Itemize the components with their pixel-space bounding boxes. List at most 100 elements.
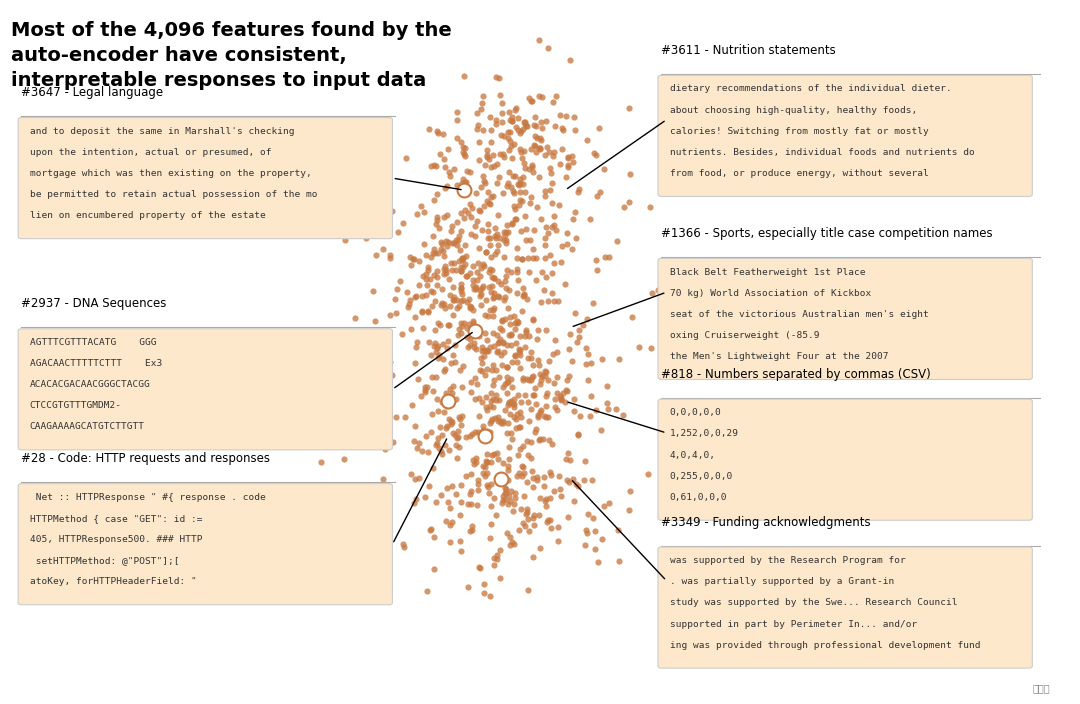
Point [484,280,501,291]
Point [507,203,524,215]
Point [436,161,454,172]
Point [500,284,517,296]
Point [524,161,541,172]
Point [476,310,494,321]
Point [459,341,476,353]
Point [522,403,539,414]
Point [484,364,501,375]
Point [495,495,512,506]
Point [447,394,464,405]
Point [441,444,458,455]
Point [417,384,434,396]
Point [471,364,488,375]
Point [423,300,441,311]
Text: calories! Switching from mostly fat or mostly: calories! Switching from mostly fat or m… [670,127,929,136]
Point [460,498,477,510]
Point [514,282,531,294]
Text: and to deposit the same in Marshall's checking: and to deposit the same in Marshall's ch… [30,127,295,136]
Point [357,233,375,244]
Point [454,382,471,393]
Point [505,187,523,199]
Point [515,372,532,384]
Point [527,424,544,435]
Point [407,291,424,302]
Text: seat of the victorious Australian men's eight: seat of the victorious Australian men's … [670,310,929,319]
Point [444,388,461,399]
Point [524,513,541,524]
Text: 1,252,0,0,29: 1,252,0,0,29 [670,429,739,439]
Point [465,337,483,348]
Point [486,413,503,424]
Point [475,201,492,212]
Point [501,144,518,156]
Point [503,111,521,122]
Point [489,291,507,302]
Point [558,239,576,250]
Point [478,334,496,346]
Point [513,306,530,317]
Point [580,348,597,360]
Point [565,157,582,168]
Point [510,112,527,123]
Point [478,425,496,436]
Point [430,127,447,139]
Point [487,249,504,260]
Point [438,482,456,494]
Point [444,427,461,438]
Point [546,334,564,346]
Point [475,175,492,187]
Point [588,149,605,161]
Point [499,302,516,313]
Point [497,291,514,303]
Point [545,120,563,132]
Point [459,582,476,593]
Point [453,327,470,339]
Point [474,90,491,101]
Point [444,237,461,249]
Point [485,190,502,201]
Point [433,490,450,501]
Point [536,472,553,483]
Point [472,562,489,573]
Point [531,132,549,144]
Point [565,394,582,405]
Point [459,332,476,343]
Point [564,355,581,366]
Point [390,226,407,237]
Point [381,309,399,320]
Point [502,141,519,152]
Point [457,432,474,443]
Point [502,427,519,439]
Point [568,336,585,347]
Point [441,167,458,178]
Point [377,352,394,363]
Point [501,408,518,420]
Point [437,268,455,279]
Point [437,264,455,275]
Point [409,373,427,384]
Point [463,203,481,214]
Point [524,371,541,382]
Point [496,379,513,390]
Point [449,452,467,463]
Point [430,349,447,360]
Point [491,89,509,101]
Point [468,344,485,355]
Point [551,200,568,211]
Point [484,265,501,276]
Point [557,171,575,182]
Point [430,442,447,453]
Point [523,159,540,170]
Point [577,539,594,550]
Point [500,491,517,502]
Point [467,426,484,437]
Point [552,391,569,402]
Point [485,149,502,161]
Point [470,120,487,131]
Point [426,159,443,170]
Point [590,122,607,133]
Point [525,389,542,401]
Point [497,237,514,249]
Point [488,329,505,340]
Point [498,527,515,539]
